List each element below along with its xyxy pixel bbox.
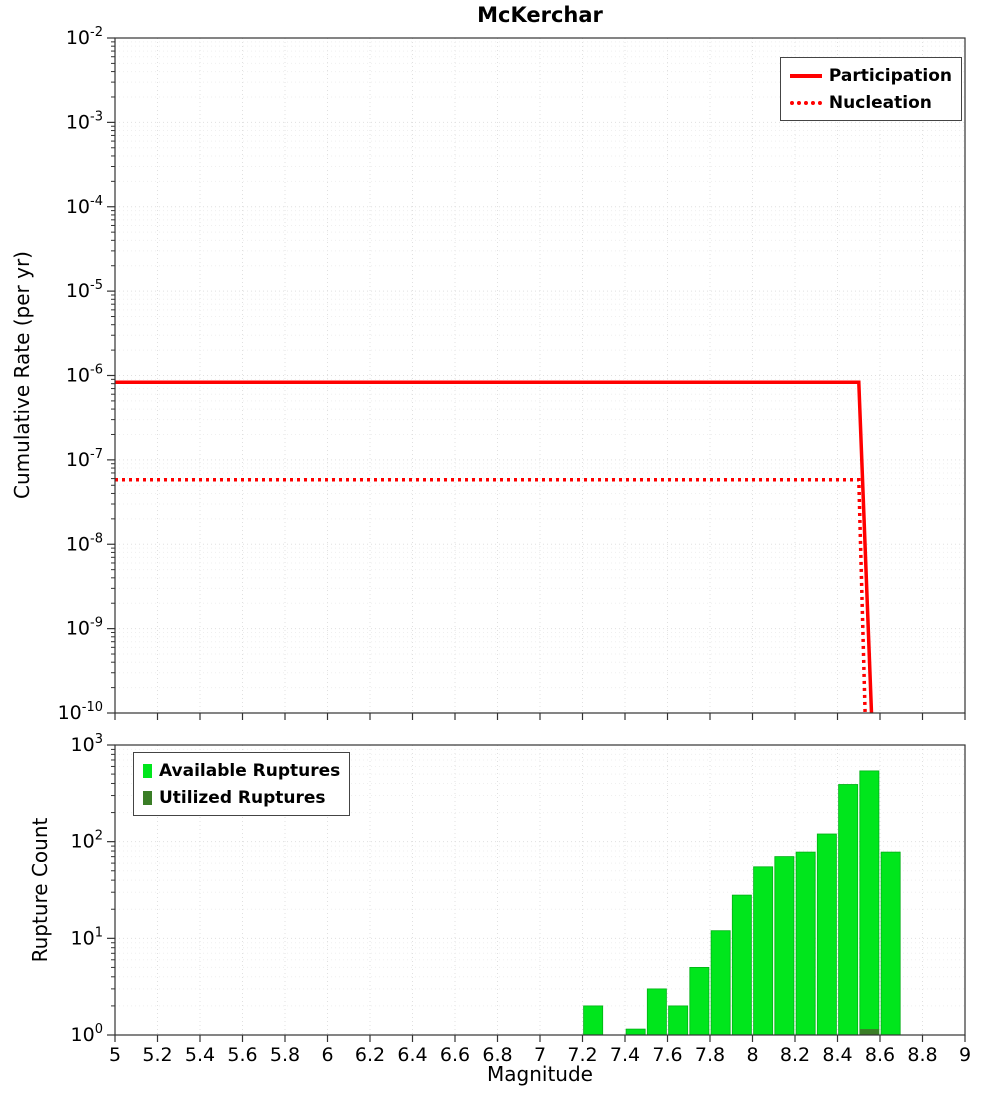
x-axis-label: Magnitude xyxy=(487,1062,593,1086)
utilized-ruptures-swatch xyxy=(143,790,152,805)
legend-label-nucleation: Nucleation xyxy=(828,92,932,113)
y-tick-label: 10-2 xyxy=(66,25,103,49)
available-bar xyxy=(816,833,837,1036)
legend-item-participation: Participation xyxy=(789,62,952,89)
available-bar xyxy=(668,1005,689,1036)
x-tick-label: 8.6 xyxy=(865,1044,895,1066)
y-tick-label: 102 xyxy=(71,829,103,853)
legend-bottom-panel: Available Ruptures Utilized Ruptures xyxy=(133,752,351,816)
legend-top-panel: Participation Nucleation xyxy=(779,57,962,121)
legend-item-utilized-ruptures: Utilized Ruptures xyxy=(143,784,340,811)
participation-line xyxy=(115,380,874,714)
x-tick-label: 7.4 xyxy=(610,1044,640,1066)
x-tick-label: 7.2 xyxy=(567,1044,597,1066)
y-tick-label: 10-7 xyxy=(66,447,103,471)
x-tick-label: 8.8 xyxy=(907,1044,937,1066)
x-tick-label: 8.4 xyxy=(822,1044,852,1066)
y-tick-label: 101 xyxy=(71,925,103,949)
y-axis-label-bottom: Rupture Count xyxy=(28,817,52,963)
x-tick-label: 7 xyxy=(534,1044,546,1066)
chart-title: McKerchar xyxy=(477,3,603,27)
x-tick-label: 5.4 xyxy=(185,1044,215,1066)
available-bar xyxy=(795,851,816,1036)
available-bar xyxy=(689,967,710,1036)
available-bar xyxy=(646,988,667,1036)
available-ruptures-swatch xyxy=(143,763,152,778)
participation-line-sample xyxy=(789,73,822,78)
available-bar xyxy=(838,784,859,1036)
x-tick-label: 6.4 xyxy=(397,1044,427,1066)
x-tick-label: 8.2 xyxy=(780,1044,810,1066)
available-bar xyxy=(731,894,752,1036)
nucleation-line xyxy=(115,478,867,714)
x-tick-label: 7.6 xyxy=(652,1044,682,1066)
y-tick-label: 10-6 xyxy=(66,363,103,387)
y-tick-label: 10-5 xyxy=(66,278,103,302)
y-tick-label: 10-4 xyxy=(66,194,103,218)
x-tick-label: 5.6 xyxy=(227,1044,257,1066)
y-tick-label: 10-3 xyxy=(66,109,103,133)
y-tick-label: 10-9 xyxy=(66,616,103,640)
y-axis-label-top: Cumulative Rate (per yr) xyxy=(10,251,34,499)
y-tick-label: 103 xyxy=(71,732,103,756)
available-bar xyxy=(859,770,880,1036)
available-bar xyxy=(880,851,901,1036)
top-panel: 10-10 10-9 10-8 10-7 10-6 10-5 10-4 10-3 10-2 xyxy=(58,25,966,724)
x-tick-label: 6.6 xyxy=(440,1044,470,1066)
available-bar xyxy=(774,856,795,1036)
available-bar xyxy=(710,930,731,1036)
x-tick-label: 7.8 xyxy=(695,1044,725,1066)
x-tick-label: 5 xyxy=(109,1044,121,1066)
x-tick-label: 6.2 xyxy=(355,1044,385,1066)
legend-label-utilized-ruptures: Utilized Ruptures xyxy=(159,787,326,808)
x-tick-label: 9 xyxy=(959,1044,971,1066)
legend-label-participation: Participation xyxy=(828,65,952,86)
x-tick-label: 6 xyxy=(321,1044,333,1066)
available-bar xyxy=(753,866,774,1036)
x-tick-label: 5.8 xyxy=(270,1044,300,1066)
utilized-bar xyxy=(859,1029,879,1035)
y-tick-label: 100 xyxy=(71,1022,103,1046)
y-tick-label: 10-8 xyxy=(66,531,103,555)
x-tick-label: 8 xyxy=(746,1044,758,1066)
available-bar xyxy=(583,1005,604,1036)
nucleation-line-sample xyxy=(789,100,822,105)
legend-label-available-ruptures: Available Ruptures xyxy=(159,760,341,781)
legend-item-nucleation: Nucleation xyxy=(789,89,952,116)
available-bar xyxy=(625,1028,646,1036)
y-tick-label: 10-10 xyxy=(58,700,103,724)
legend-item-available-ruptures: Available Ruptures xyxy=(143,757,340,784)
x-tick-label: 6.8 xyxy=(482,1044,512,1066)
x-tick-label: 5.2 xyxy=(142,1044,172,1066)
